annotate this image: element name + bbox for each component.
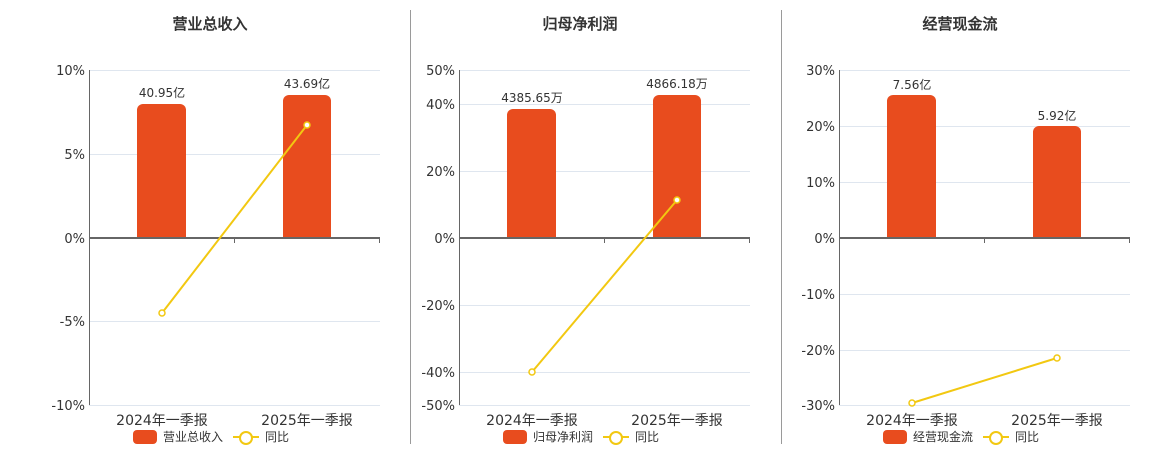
svg-text:-5%: -5% [60,315,85,330]
chart-title: 经营现金流 [922,15,998,33]
svg-text:-50%: -50% [421,399,455,414]
svg-text:-30%: -30% [801,399,835,414]
y-tick-labels: 50% 40% 20% 0% -20% -40% -50% [421,64,455,414]
x-tick-labels: 2024年一季报 2025年一季报 [866,413,1103,429]
bars [507,95,701,238]
svg-text:10%: 10% [806,176,835,191]
panel-divider [781,10,782,444]
chart-plot: 10% 5% 0% -5% -10% 40.95亿 43.69亿 2024年一季… [51,64,380,429]
chart-panel-operating-cashflow: 经营现金流 30% 20% 10% 0% -10% -20 [750,0,1160,450]
svg-text:50%: 50% [426,64,455,79]
svg-text:30%: 30% [806,64,835,79]
bar-2024q1 [887,95,936,238]
legend-bar-label[interactable]: 归母净利润 [533,430,594,444]
svg-text:2025年一季报: 2025年一季报 [631,413,723,429]
chart-plot: 30% 20% 10% 0% -10% -20% -30% 7.56亿 5.92… [801,64,1130,429]
svg-text:2024年一季报: 2024年一季报 [116,413,208,429]
chart-title: 营业总收入 [172,15,248,33]
legend-line-swatch [983,430,1010,445]
svg-text:0%: 0% [64,232,85,247]
legend-line-swatch [603,430,630,445]
svg-text:5%: 5% [64,148,85,163]
legend-bar-swatch [133,429,157,444]
legend-line-swatch [233,430,260,445]
svg-text:4866.18万: 4866.18万 [646,77,708,91]
legend-bar-swatch [503,429,527,444]
x-tick-labels: 2024年一季报 2025年一季报 [116,413,353,429]
chart-title: 归母净利润 [542,15,618,33]
y-tick-labels: 10% 5% 0% -5% -10% [51,64,85,414]
svg-text:0%: 0% [434,232,455,247]
legend: 经营现金流 同比 [883,428,1039,445]
bar-2025q1 [653,95,701,238]
y-tick-labels: 30% 20% 10% 0% -10% -20% -30% [801,64,835,414]
svg-text:7.56亿: 7.56亿 [893,77,932,92]
bar-2024q1 [137,104,186,238]
yoy-line [158,121,311,317]
svg-text:10%: 10% [56,64,85,79]
legend-line-label[interactable]: 同比 [635,430,660,444]
svg-text:40.95亿: 40.95亿 [139,85,185,100]
legend: 营业总收入 同比 [133,428,289,445]
svg-text:2024年一季报: 2024年一季报 [486,413,578,429]
svg-text:-20%: -20% [801,344,835,359]
svg-text:-40%: -40% [421,366,455,381]
legend-line-label[interactable]: 同比 [1015,430,1040,444]
bars [887,95,1081,238]
bar-2024q1 [507,109,556,238]
bar-value-labels: 40.95亿 43.69亿 [139,76,330,100]
svg-text:-10%: -10% [801,288,835,303]
svg-text:2024年一季报: 2024年一季报 [866,413,958,429]
chart-plot: 50% 40% 20% 0% -20% -40% -50% 4385.65万 4… [421,64,750,429]
legend-line-label[interactable]: 同比 [265,430,290,444]
x-tick-labels: 2024年一季报 2025年一季报 [486,413,723,429]
yoy-line [528,196,681,376]
legend-bar-label[interactable]: 营业总收入 [163,430,224,444]
bar-value-labels: 7.56亿 5.92亿 [893,77,1077,123]
svg-text:4385.65万: 4385.65万 [501,91,563,105]
svg-text:20%: 20% [426,165,455,180]
yoy-line [908,354,1061,407]
bars [137,95,331,238]
bar-value-labels: 4385.65万 4866.18万 [501,77,708,105]
svg-text:2025年一季报: 2025年一季报 [1011,413,1103,429]
chart-panel-revenue: 营业总收入 10% 5% 0% -5% -10% 40.95亿 [0,0,410,450]
svg-text:20%: 20% [806,120,835,135]
gridlines [89,70,380,406]
legend: 归母净利润 同比 [503,428,659,445]
legend-bar-label[interactable]: 经营现金流 [913,430,974,444]
svg-text:-10%: -10% [51,399,85,414]
chart-panel-net-profit: 归母净利润 50% 40% 20% 0% -20% -40 [370,0,780,450]
svg-text:-20%: -20% [421,299,455,314]
legend-bar-swatch [883,429,907,444]
panel-divider [410,10,411,444]
svg-text:43.69亿: 43.69亿 [284,76,330,91]
svg-text:40%: 40% [426,98,455,113]
svg-text:5.92亿: 5.92亿 [1038,108,1077,123]
bar-2025q1 [1033,126,1081,238]
svg-text:0%: 0% [814,232,835,247]
svg-text:2025年一季报: 2025年一季报 [261,413,353,429]
bar-2025q1 [283,95,331,238]
